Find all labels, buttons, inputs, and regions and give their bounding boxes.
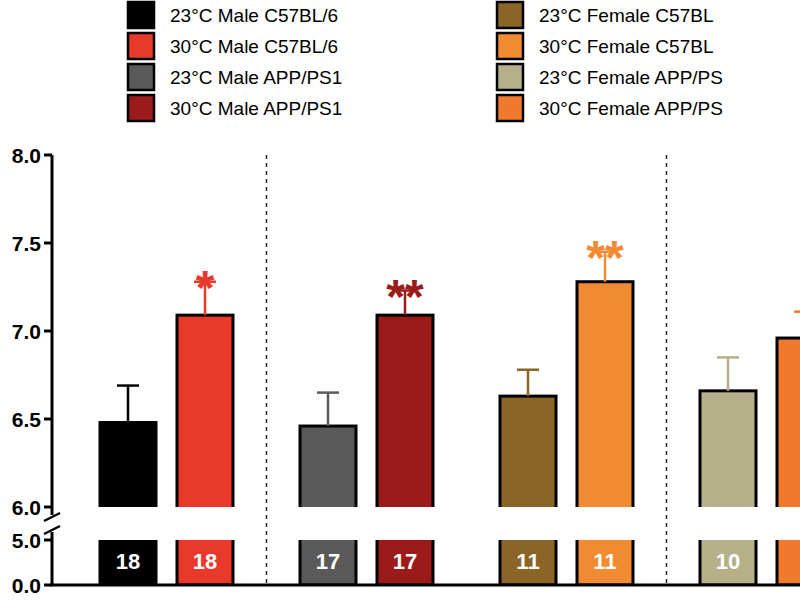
n-label: 11 xyxy=(593,549,616,574)
y-tick xyxy=(44,330,52,333)
bar xyxy=(100,423,156,507)
bar xyxy=(377,315,433,507)
y-tick xyxy=(44,154,52,157)
y-tick xyxy=(44,418,52,421)
bar-base xyxy=(177,540,233,585)
group-divider xyxy=(266,155,268,585)
legend-swatch xyxy=(497,2,523,28)
bar xyxy=(700,391,756,507)
y-tick-label: 7.0 xyxy=(12,320,41,343)
bar-base xyxy=(700,540,756,585)
error-bar xyxy=(317,393,339,426)
bar-base xyxy=(300,540,356,585)
legend-label: 23°C Male C57BL/6 xyxy=(170,5,338,26)
legend-label: 30°C Female APP/PS xyxy=(539,98,723,119)
significance: ** xyxy=(586,231,624,284)
labels: 18 * 18 17 ** 17 11 ** 11 10 xyxy=(116,231,740,574)
y-tick-label: 0.0 xyxy=(12,574,41,597)
bar xyxy=(777,338,800,507)
n-label: 18 xyxy=(193,549,217,574)
significance: ** xyxy=(386,270,424,323)
y-tick xyxy=(44,539,52,542)
group-divider xyxy=(666,155,668,585)
y-axis-upper xyxy=(51,155,54,515)
legend-label: 23°C Female APP/PS xyxy=(539,67,723,88)
significance: * xyxy=(196,261,215,314)
bar-base xyxy=(100,540,156,585)
bar-base xyxy=(577,540,633,585)
x-axis xyxy=(50,584,800,587)
bar xyxy=(500,396,556,507)
bar xyxy=(300,426,356,507)
n-label: 10 xyxy=(716,549,740,574)
legend-swatch xyxy=(128,95,154,121)
legend-swatch xyxy=(497,64,523,90)
y-tick-label: 8.0 xyxy=(12,144,41,167)
y-tick xyxy=(44,242,52,245)
legend-label: 30°C Male C57BL/6 xyxy=(170,36,338,57)
bar xyxy=(177,315,233,507)
y-tick xyxy=(44,506,52,509)
y-tick-label: 5.0 xyxy=(12,529,41,552)
bars-upper xyxy=(100,252,800,507)
n-label: 17 xyxy=(316,549,340,574)
error-bar xyxy=(117,386,139,423)
bar xyxy=(577,282,633,507)
y-tick xyxy=(44,584,52,587)
y-tick-label: 6.0 xyxy=(12,496,41,519)
legend-label: 23°C Male APP/PS1 xyxy=(170,67,342,88)
bars-lower xyxy=(100,540,800,585)
n-label: 11 xyxy=(516,549,539,574)
chart: 18 * 18 17 ** 17 11 ** 11 10 0.0 5.0 6.0 6.5 7.0 7.5 8.0… xyxy=(0,0,800,600)
n-label: 18 xyxy=(116,549,140,574)
legend-label: 30°C Female C57BL xyxy=(539,36,713,57)
bar-base xyxy=(377,540,433,585)
legend-label: 23°C Female C57BL xyxy=(539,5,713,26)
error-bar xyxy=(517,370,539,396)
y-tick-label: 6.5 xyxy=(12,408,42,431)
legend-swatch xyxy=(128,64,154,90)
error-bar xyxy=(794,312,800,338)
bar-base xyxy=(500,540,556,585)
y-tick-label: 7.5 xyxy=(12,232,42,255)
bar-base xyxy=(777,540,800,585)
legend: 23°C Male C57BL/6 30°C Male C57BL/6 23°C M… xyxy=(128,2,723,121)
legend-swatch xyxy=(128,2,154,28)
axis-break xyxy=(44,513,60,534)
legend-swatch xyxy=(497,33,523,59)
legend-label: 30°C Male APP/PS1 xyxy=(170,98,342,119)
legend-swatch xyxy=(128,33,154,59)
error-bar xyxy=(717,357,739,390)
legend-swatch xyxy=(497,95,523,121)
n-label: 17 xyxy=(393,549,417,574)
